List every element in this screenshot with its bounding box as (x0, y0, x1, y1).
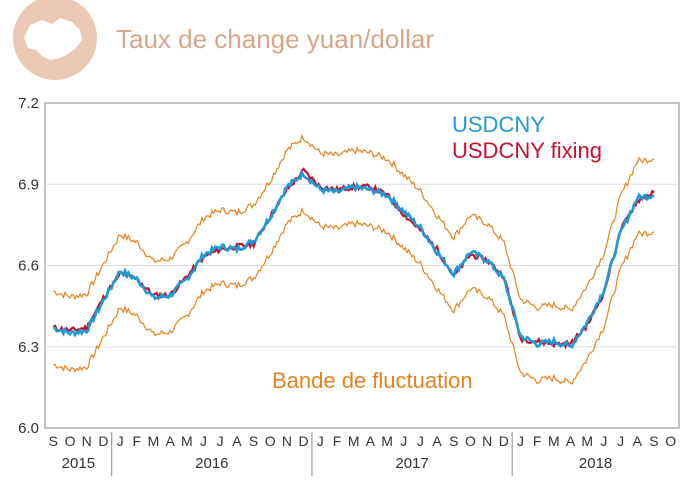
band-lower-line (53, 206, 655, 385)
series-usdcny-fixing-line (52, 167, 655, 350)
x-tick-label: A (366, 433, 376, 449)
x-tick-label: F (333, 433, 342, 449)
x-tick-label: A (432, 433, 442, 449)
year-label: 2018 (579, 455, 612, 472)
x-tick-label: M (381, 433, 393, 449)
x-tick-label: M (348, 433, 360, 449)
x-tick-label: D (299, 433, 309, 449)
y-tick-label: 6.6 (18, 258, 39, 275)
x-tick-label: F (533, 433, 542, 449)
legend-usdcny-fixing: USDCNY fixing (452, 138, 602, 163)
y-tick-label: 7.2 (18, 95, 39, 112)
x-axis: S O N D J F M A M J J A S O N D J F M A M J J A S O N D J F M A M J J A S O20… (49, 432, 676, 476)
x-tick-label: A (165, 433, 175, 449)
x-tick-label: N (82, 433, 92, 449)
x-tick-label: J (117, 433, 124, 449)
x-tick-label: J (617, 433, 624, 449)
x-tick-label: D (499, 433, 509, 449)
x-tick-label: S (249, 433, 258, 449)
x-tick-label: M (181, 433, 193, 449)
series-layer (52, 167, 655, 350)
china-map-icon (24, 18, 82, 60)
x-tick-label: O (265, 433, 276, 449)
legend-usdcny: USDCNY (452, 112, 545, 137)
x-tick-label: A (633, 433, 643, 449)
fluctuation-band (53, 133, 655, 385)
x-tick-label: A (566, 433, 576, 449)
x-tick-label: J (400, 433, 407, 449)
x-tick-label: M (581, 433, 593, 449)
x-tick-label: O (665, 433, 676, 449)
x-tick-label: S (649, 433, 658, 449)
y-tick-label: 6.9 (18, 176, 39, 193)
x-tick-label: N (282, 433, 292, 449)
x-tick-label: J (317, 433, 324, 449)
x-tick-label: D (98, 433, 108, 449)
x-tick-label: O (65, 433, 76, 449)
x-tick-label: F (132, 433, 141, 449)
chart-title: Taux de change yuan/dollar (116, 24, 434, 54)
x-tick-label: M (548, 433, 560, 449)
x-tick-label: O (465, 433, 476, 449)
band-upper-line (53, 133, 655, 312)
x-tick-label: A (232, 433, 242, 449)
y-axis: 6.0 6.3 6.6 6.9 7.2 (18, 95, 39, 437)
y-tick-label: 6.3 (18, 339, 39, 356)
x-tick-label: J (600, 433, 607, 449)
year-label: 2016 (195, 455, 228, 472)
x-tick-label: J (417, 433, 424, 449)
x-tick-label: M (148, 433, 160, 449)
x-tick-label: J (517, 433, 524, 449)
x-tick-label: S (449, 433, 458, 449)
x-tick-label: S (49, 433, 58, 449)
year-label: 2015 (62, 455, 95, 472)
legend-band: Bande de fluctuation (272, 368, 473, 393)
x-tick-label: N (482, 433, 492, 449)
year-label: 2017 (395, 455, 428, 472)
x-tick-label: J (217, 433, 224, 449)
x-tick-label: J (200, 433, 207, 449)
y-tick-label: 6.0 (18, 420, 39, 437)
series-usdcny-line (53, 168, 655, 349)
